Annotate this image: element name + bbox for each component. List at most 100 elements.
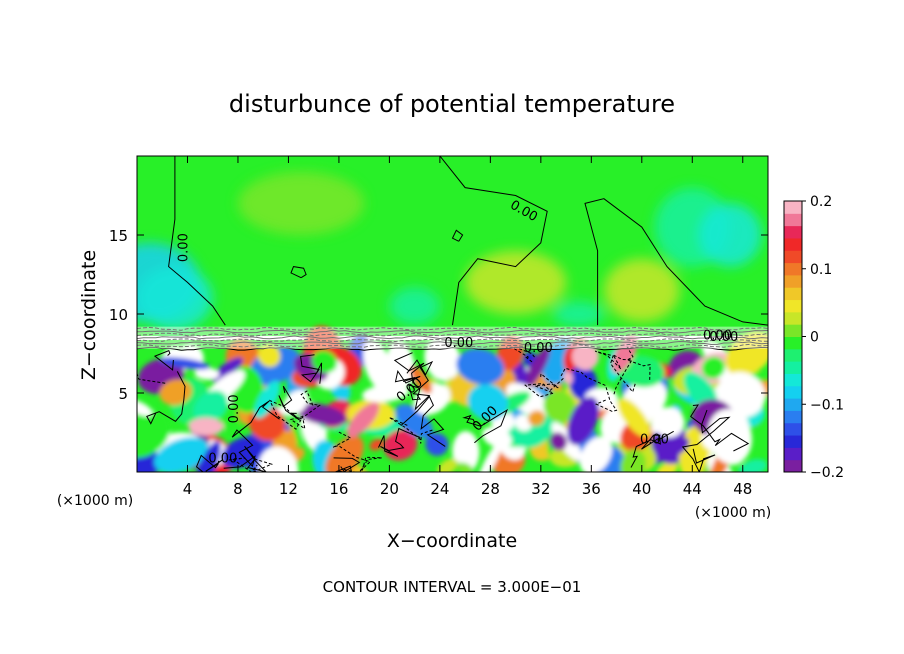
colorbar-swatch [784,299,802,313]
colorbar-swatch [784,262,802,276]
colorbar-swatch [784,385,802,399]
field-blob [738,459,768,472]
contour-line [290,266,307,279]
contour-line [333,457,361,472]
colorbar-tick-label: 0.1 [810,262,832,278]
colorbar-tick-label: 0.2 [810,194,832,210]
field-blob [154,437,209,472]
colorbar-swatch [784,201,802,214]
inversion-contour [137,326,768,331]
contour-line [332,430,382,472]
x-tick-label: 24 [430,480,449,498]
colorbar-swatch [784,459,802,473]
colorbar-swatch [784,336,802,350]
x-tick-label: 20 [380,480,399,498]
field-blob [362,384,410,403]
field-blob [527,410,545,426]
field-blob [553,301,604,327]
contour-line [400,395,446,447]
colorbar-swatch [784,213,802,227]
inversion-contour [137,332,768,337]
x-tick-label: 36 [582,480,601,498]
x-tick-label: 48 [733,480,752,498]
x-tick-label: 12 [279,480,298,498]
x-tick-label: 16 [329,480,348,498]
field-blob [137,399,153,417]
colorbar-swatch [784,287,802,301]
field-blob [237,171,365,235]
field-blob [325,435,364,472]
field-blob [665,437,690,457]
field-blob [254,380,281,419]
field-blob [543,390,576,423]
colorbar-swatch [784,435,802,448]
field-blob [467,383,508,421]
inversion-contour [137,338,768,343]
field-blob [612,334,638,373]
field-blob [312,350,338,373]
inversion-band [137,326,768,349]
field-blob [465,250,567,314]
x-unit-label-left: (×1000 m) [57,493,133,509]
colorbar-swatch [784,361,802,374]
colorbar-tick-label: −0.2 [810,465,844,481]
colorbar-tick-label: 0 [810,330,819,346]
y-tick-label: 10 [109,306,128,324]
contour-label: 0.00 [640,433,669,448]
field-blob [549,432,567,451]
field-blob [497,336,524,371]
contour-label: 0.00 [524,341,553,356]
field-blob [603,258,680,322]
contour-line [626,346,651,380]
field-blob [346,402,380,438]
field-blob [620,449,646,472]
field-blob [514,414,533,432]
x-tick-label: 4 [183,480,193,498]
contour-line [378,427,421,457]
colorbar-swatch [784,274,802,288]
field-blob [258,446,299,472]
inversion-contour [137,335,768,340]
contour-line [223,400,280,469]
field-blob [395,404,434,439]
field-blob [369,438,384,451]
contour-line [451,229,464,242]
contour-line [300,354,323,384]
x-axis-label: X−coordinate [387,530,517,552]
contour-line [462,408,508,444]
colorbar [783,200,803,473]
plot-area: 0.000.000.00 0.000.000.000.000.000.000.00… [137,156,768,472]
y-tick-label: 5 [118,385,128,403]
colorbar-swatch [784,250,802,264]
contour-line [690,404,750,452]
field-blob [425,433,449,456]
field-blob [137,266,213,330]
inversion-contours [137,326,768,351]
contour-label: 0.00 [177,233,192,262]
contour-label: 0.00 [709,330,738,345]
x-unit-label-right: (×1000 m) [695,505,771,521]
inversion-contour [137,343,768,348]
field-blob [296,403,347,426]
contour-label: 0.00 [444,336,473,351]
x-tick-label: 44 [683,480,702,498]
upper-layer-blobs [137,171,762,330]
contour-line [560,367,618,412]
field-blob [456,348,505,385]
field-blob [413,383,451,415]
colorbar-swatch [784,398,802,411]
contour-lines [137,156,768,472]
field-blob [656,461,678,472]
contour-line [226,457,274,472]
colorbar-swatch [784,225,802,239]
field-blob [437,458,458,472]
contour-line [278,385,301,421]
field-blob [137,409,170,459]
contour-line [439,156,548,326]
y-axis-label: Z−coordinate [78,250,100,380]
x-tick-label: 40 [632,480,651,498]
colorbar-tick-label: −0.1 [810,397,844,413]
colorbar-swatch [784,422,802,436]
contour-line [406,359,434,411]
